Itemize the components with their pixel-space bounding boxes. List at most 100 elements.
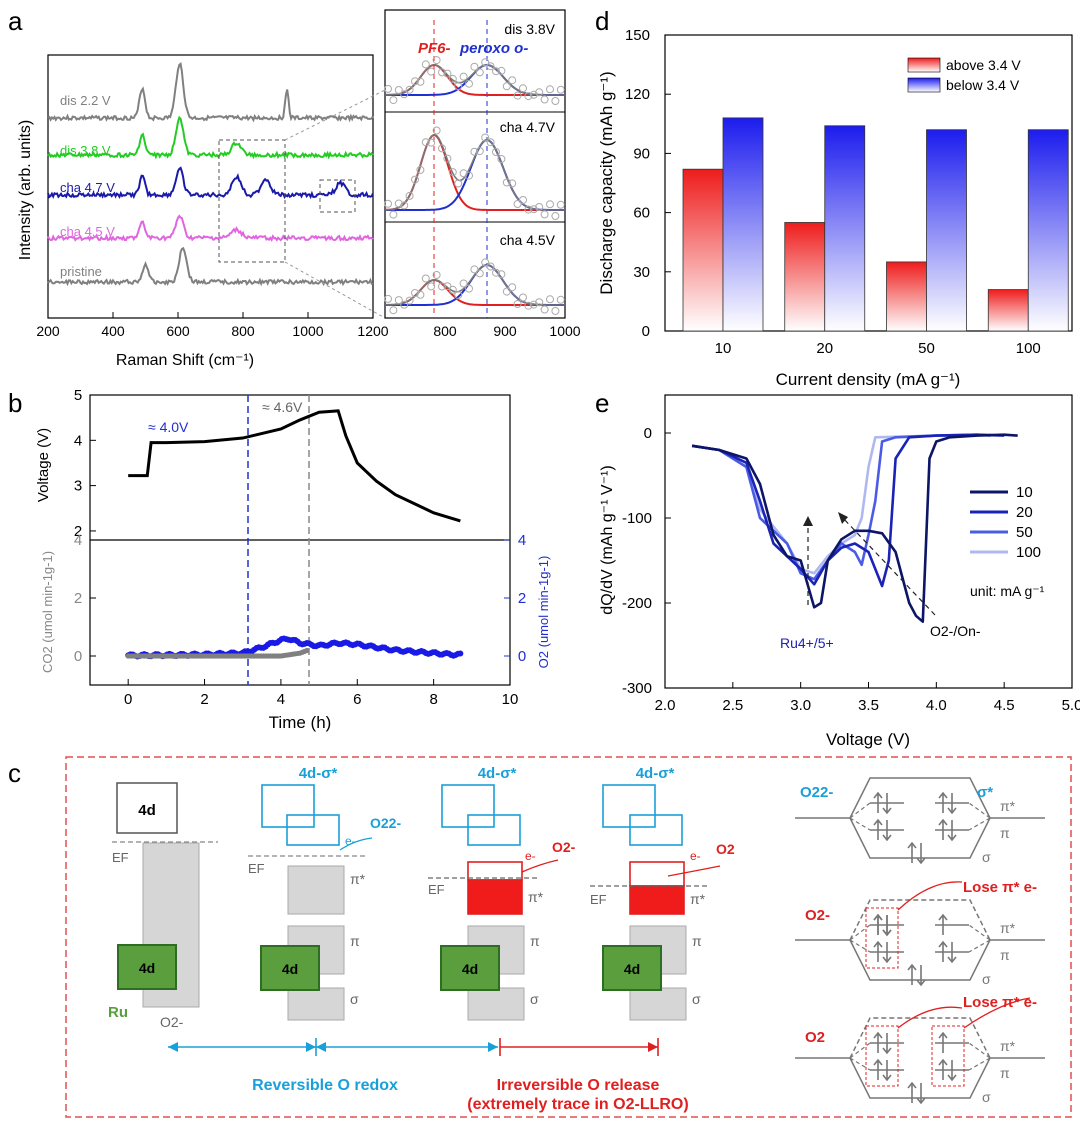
mo-o2m-label: O2- — [805, 907, 830, 924]
inset-point — [519, 196, 527, 204]
inset-point — [438, 68, 446, 77]
col3-sigma-label: σ — [530, 991, 539, 1007]
inset-point — [405, 296, 414, 305]
lose-label-1: Lose π* e- — [963, 879, 1037, 896]
inset-point — [535, 298, 544, 307]
raman-trace-2 — [47, 166, 374, 200]
col2-ru-4d-label: 4d — [282, 961, 298, 977]
panel-c-letter: c — [8, 758, 21, 788]
inset-point — [454, 82, 463, 91]
inset-label-cha45: cha 4.5V — [500, 232, 556, 248]
inset-xtick-label-0: 800 — [433, 323, 457, 339]
inset-point — [502, 82, 511, 91]
electron-up — [873, 791, 883, 813]
col4-e-arrow — [667, 865, 721, 877]
b-gtick-label-l-2: 4 — [74, 532, 82, 549]
electron-up — [938, 791, 948, 813]
col3-red-empty — [467, 861, 523, 881]
mo-highlight-box-right — [931, 1025, 965, 1087]
inset-point — [438, 144, 446, 153]
a-xtick-label-3: 800 — [231, 323, 255, 339]
electron-down — [947, 793, 957, 815]
raman-trace-4 — [47, 246, 374, 287]
col4-sigma-label: σ — [692, 991, 701, 1007]
inset-label-dis38: dis 3.8V — [504, 21, 555, 37]
col3-e-arrow — [521, 859, 559, 873]
inset-point — [502, 178, 511, 187]
irreversible-label: Irreversible O release — [497, 1077, 660, 1094]
inset-point — [421, 60, 430, 69]
col3-sigma — [467, 987, 525, 1021]
panel-e: 2.0 2.5 3.0 3.5 4.0 4.5 5.0 0 -100 -200 -300 10 20 5… — [599, 394, 1080, 749]
b-gtick-label-r-2: 4 — [518, 532, 526, 549]
inset-point — [546, 85, 554, 94]
inset-point — [524, 92, 533, 101]
col2-pi-label: π — [350, 933, 360, 949]
inset-point — [384, 199, 392, 208]
col3-ef-label: EF — [428, 882, 445, 897]
inset-point — [459, 169, 468, 178]
mo-connectors — [849, 924, 991, 953]
e-xtick-label-3: 3.5 — [858, 697, 879, 714]
legend-below: below 3.4 V — [946, 77, 1020, 93]
mo-connectors — [849, 802, 991, 831]
inset-point — [421, 138, 430, 147]
inset-point — [508, 76, 517, 85]
d-xtick-label-1: 20 — [816, 340, 833, 357]
inset-label-cha47: cha 4.7V — [500, 119, 556, 135]
inset-point — [394, 86, 403, 94]
electron-up — [938, 913, 948, 935]
col2-box-a — [261, 784, 315, 828]
unit-note: unit: mA g⁻¹ — [970, 583, 1045, 599]
inset-point — [459, 279, 468, 288]
d-ytick-label-5: 150 — [625, 27, 650, 44]
col3-red-filled — [467, 879, 523, 915]
col2-ru-4d — [260, 945, 320, 991]
panel-e-letter: e — [595, 388, 609, 418]
mo-pi-label: π — [1000, 1065, 1010, 1081]
inset-point — [475, 68, 484, 77]
a-xtick-label-5: 1200 — [357, 323, 388, 339]
inset-point — [427, 282, 436, 291]
d-ytick-label-0: 0 — [642, 323, 650, 340]
panel-a-main: dis 2.2 V dis 3.8 V cha 4.7 V cha 4.5 V … — [17, 54, 389, 369]
legend-above: above 3.4 V — [946, 57, 1021, 73]
inset-point — [411, 289, 419, 297]
d-xtick-label-2: 50 — [918, 340, 935, 357]
ru-label-c: Ru — [108, 1004, 128, 1021]
inset-point — [384, 294, 392, 303]
b-gtick-label-r-0: 0 — [518, 648, 526, 665]
col4-red-empty — [629, 861, 685, 887]
inset-point — [405, 191, 414, 200]
inset-point — [529, 205, 538, 214]
e-legend-label-100: 100 — [1016, 544, 1041, 561]
inset-point — [540, 210, 549, 219]
col3-ru-4d — [440, 945, 500, 991]
col2-sigma-star: 4d-σ* — [299, 765, 338, 782]
e-xtick-label-4: 4.0 — [926, 697, 947, 714]
inset-xtick-label-1: 900 — [493, 323, 517, 339]
inset-point — [454, 179, 463, 188]
inset-point — [497, 155, 506, 163]
panel-a-xlabel: Raman Shift (cm⁻¹) — [116, 352, 254, 369]
inset-point — [508, 179, 517, 188]
dqdv-curve-10 — [691, 433, 1018, 623]
inset-point — [497, 270, 506, 279]
inset-point — [502, 287, 511, 296]
inset-point — [465, 171, 473, 180]
a-xtick-label-0: 200 — [36, 323, 60, 339]
reversible-label: Reversible O redox — [252, 1077, 398, 1094]
inset-point — [421, 274, 430, 283]
annot-46v: ≈ 4.6V — [262, 399, 303, 415]
col2-ef-label: EF — [248, 861, 265, 876]
legend-swatch-below — [907, 77, 941, 93]
inset-point — [400, 300, 409, 309]
inset-point — [416, 165, 425, 174]
e-xtick-label-2: 3.0 — [790, 697, 811, 714]
inset-point — [394, 296, 403, 305]
col4-ru-4d — [602, 945, 662, 991]
mo-highlight-box — [865, 907, 899, 969]
mo-sigma-label: σ — [982, 849, 991, 865]
mo-lose-arrow — [897, 881, 963, 911]
